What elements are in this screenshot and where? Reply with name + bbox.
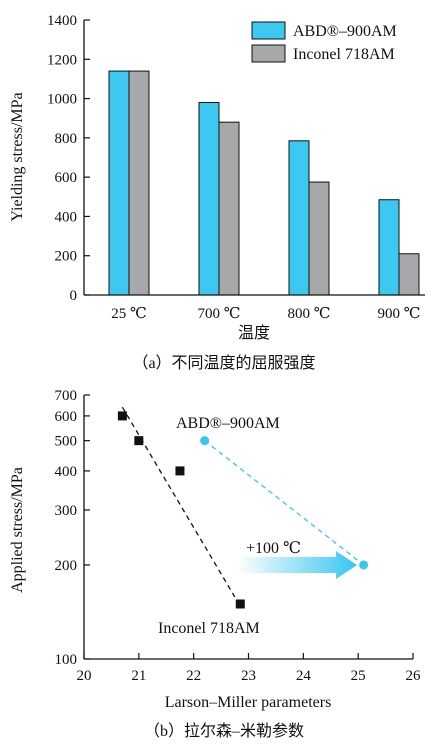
bar-abd-900am-25 (108, 70, 130, 296)
bar-chart-legend: ABD®–900AM Inconel 718AM (251, 21, 397, 63)
trend-line-inconel-718am (121, 406, 236, 598)
y-tick-label: 400 (55, 464, 78, 480)
y-tick-label: 200 (55, 558, 78, 574)
y-tick-label: 300 (55, 503, 78, 519)
x-tick-label: 900 ℃ (377, 306, 420, 322)
y-tick-label: 500 (55, 434, 78, 450)
x-tick-label: 20 (77, 668, 92, 684)
data-point-inconel-718am (175, 466, 185, 476)
y-tick-label: 400 (55, 209, 78, 225)
x-tick-label: 24 (296, 668, 312, 684)
x-tick-label: 25 (351, 668, 366, 684)
bar-chart-bars (108, 70, 420, 296)
x-tick-label: 21 (131, 668, 146, 684)
x-tick-label: 700 ℃ (197, 306, 240, 322)
legend-label-abd-900am: ABD®–900AM (293, 23, 397, 40)
legend-swatch-inconel-718am (251, 44, 286, 63)
scatter-caption: （b）拉尔森–米勒参数 (144, 722, 304, 740)
y-tick-label: 1400 (47, 13, 77, 29)
y-tick-label: 100 (55, 652, 78, 668)
scatter-label-inconel-718am: Inconel 718AM (158, 620, 260, 637)
bar-chart-caption: （a）不同温度的屈服强度 (132, 354, 315, 372)
yield-strength-bar-chart: 0 200 400 600 800 1000 1200 1400 25 ℃ 700 ℃ 800 ℃… (9, 13, 425, 372)
bar-inconel-718am-800 (308, 181, 330, 296)
trend-line-abd-900am (204, 440, 365, 566)
scatter-series (117, 406, 369, 609)
x-tick-label: 23 (241, 668, 256, 684)
data-point-inconel-718am (134, 436, 144, 446)
y-tick-label: 700 (55, 388, 78, 404)
bar-chart-y-label: Yielding stress/MPa (9, 92, 26, 221)
bar-chart-x-label: 温度 (238, 324, 270, 342)
temperature-increase-arrow (237, 551, 357, 579)
bar-inconel-718am-25 (128, 70, 150, 296)
y-tick-label: 600 (55, 409, 78, 425)
y-tick-label: 1000 (47, 92, 77, 108)
y-tick-label: 600 (55, 170, 78, 186)
bar-abd-900am-700 (198, 102, 220, 296)
bar-inconel-718am-700 (218, 121, 240, 296)
scatter-x-label: Larson–Miller parameters (165, 694, 332, 711)
y-tick-label: 0 (70, 288, 78, 304)
x-tick-label: 22 (186, 668, 201, 684)
legend-label-inconel-718am: Inconel 718AM (293, 46, 395, 63)
bar-inconel-718am-900 (398, 253, 420, 296)
x-tick-label: 25 ℃ (111, 306, 147, 322)
legend-swatch-abd-900am (251, 21, 286, 40)
bar-abd-900am-900 (378, 199, 400, 296)
temperature-increase-label: +100 ℃ (246, 540, 301, 557)
y-tick-label: 800 (55, 131, 78, 147)
data-point-inconel-718am (235, 599, 245, 609)
scatter-y-label: Applied stress/MPa (9, 467, 26, 593)
data-point-inconel-718am (117, 411, 127, 421)
scatter-x-ticks: 20 21 22 23 24 25 26 (77, 653, 422, 684)
data-point-abd-900am (359, 560, 369, 570)
x-tick-label: 800 ℃ (287, 306, 330, 322)
bar-chart-y-ticks: 0 200 400 600 800 1000 1200 1400 (47, 13, 90, 304)
data-point-abd-900am (200, 436, 210, 446)
bar-chart-x-ticks: 25 ℃ 700 ℃ 800 ℃ 900 ℃ (111, 306, 420, 322)
x-tick-label: 26 (406, 668, 422, 684)
bar-abd-900am-800 (288, 140, 310, 296)
scatter-y-ticks: 100 200 300 400 500 600 700 (55, 388, 90, 668)
larson-miller-scatter-chart: 100 200 300 400 500 600 700 20 21 22 23 24 25 26 +10… (9, 388, 421, 740)
scatter-label-abd-900am: ABD®–900AM (176, 415, 280, 432)
y-tick-label: 200 (55, 249, 78, 265)
y-tick-label: 1200 (47, 52, 77, 68)
